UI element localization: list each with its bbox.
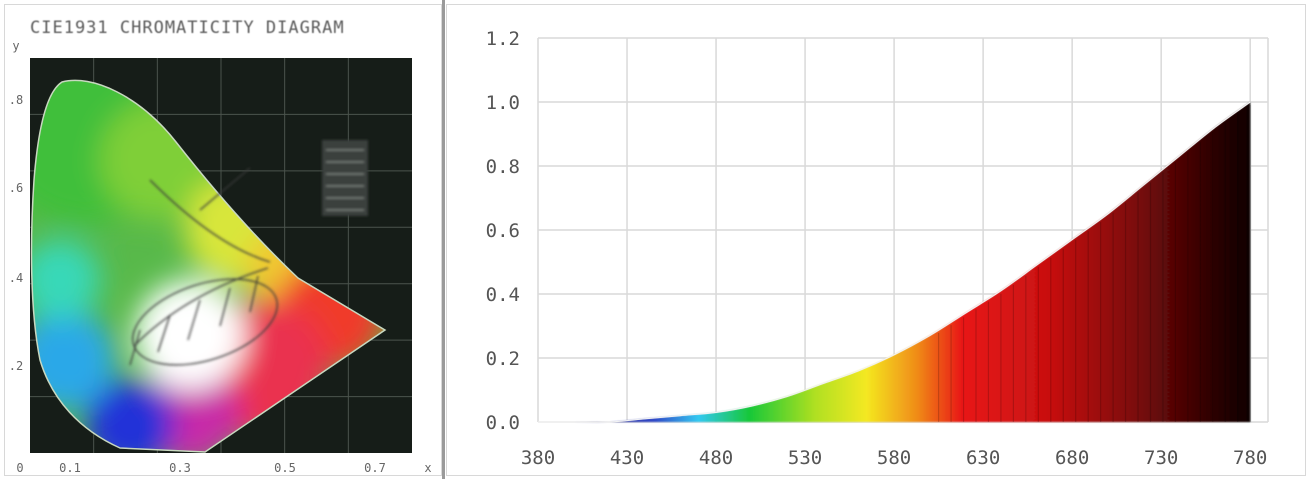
spectrum-x-tick-label: 680 [1055, 447, 1089, 469]
cie-x-tick-label: 0.1 [59, 461, 81, 475]
panel-divider [442, 0, 445, 479]
spectrum-x-tick-label: 630 [966, 447, 1000, 469]
cie-y-tick-label: .4 [9, 271, 23, 285]
spectrum-y-tick-label: 0.6 [486, 220, 520, 242]
spectrum-y-tick-label: 0.4 [486, 284, 520, 306]
cie-axis-ticks: 0 0.1 0.3 0.5 0.7 x .8 .6 .4 .2 y [9, 39, 432, 475]
cie-y-tick-label: .8 [9, 93, 23, 107]
cie-x-tick-label: 0.7 [364, 461, 386, 475]
spectrum-x-tick-label: 380 [521, 447, 555, 469]
cie-y-tick-label: .6 [9, 181, 23, 195]
spectrum-y-tick-label: 1.0 [486, 92, 520, 114]
cie-legend-strip [322, 140, 368, 216]
spectrum-y-tick-label: 0.0 [486, 412, 520, 434]
cie-x-tick-label: 0.5 [274, 461, 296, 475]
cie-y-axis-label: y [12, 39, 19, 53]
cie-diagram-title: CIE1931 CHROMATICITY DIAGRAM [30, 18, 345, 38]
spectrum-x-tick-label: 730 [1144, 447, 1178, 469]
planckian-locus [129, 167, 278, 366]
cie-x-axis-label: x [424, 461, 431, 475]
spectrum-axis-ticks: 380 430 480 530 580 630 680 730 780 0.0 0.2 0.4 0.6 0… [486, 28, 1268, 469]
spectrum-x-tick-label: 780 [1233, 447, 1267, 469]
spectrum-x-tick-label: 530 [788, 447, 822, 469]
spectrum-x-tick-label: 480 [699, 447, 733, 469]
cie-y-tick-label: .2 [9, 359, 23, 373]
spectrum-x-tick-label: 580 [877, 447, 911, 469]
spectral-power-curve [537, 101, 1251, 423]
cie-x-tick-label: 0.3 [169, 461, 191, 475]
cie-x-tick-label: 0 [16, 461, 23, 475]
spectrum-y-tick-label: 0.8 [486, 156, 520, 178]
cie-chromaticity-chart: 0 0.1 0.3 0.5 0.7 x .8 .6 .4 .2 y [9, 39, 432, 475]
spectrum-x-tick-label: 430 [610, 447, 644, 469]
spectrum-y-tick-label: 1.2 [486, 28, 520, 50]
spectrum-y-tick-label: 0.2 [486, 348, 520, 370]
spectrum-bands [938, 105, 1251, 422]
spectral-power-area [538, 102, 1251, 423]
